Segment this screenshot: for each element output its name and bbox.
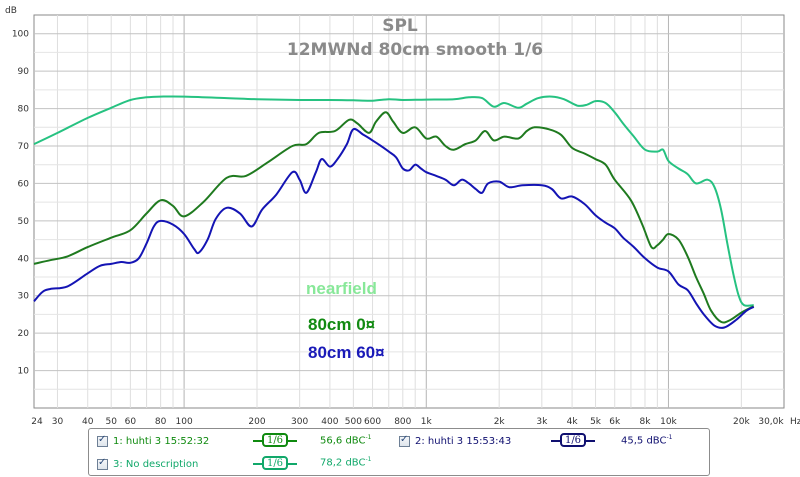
x-tick-label: 200 (248, 417, 265, 427)
x-tick-label: 300 (291, 417, 308, 427)
y-tick-label: 90 (18, 67, 30, 77)
legend-smoothing-2[interactable]: 1/6 (560, 433, 586, 447)
legend-average-2: 45,5 dBC-1 (621, 434, 673, 447)
x-tick-label: 800 (394, 417, 411, 427)
legend-checkbox-2[interactable] (399, 434, 410, 447)
chart-subtitle: 12MWNd 80cm smooth 1/6 (287, 40, 543, 60)
legend-average-1: 56,6 dBC-1 (320, 434, 372, 447)
x-tick-label: 10k (660, 417, 677, 427)
y-tick-label: 80 (18, 105, 30, 115)
grid (34, 15, 784, 408)
x-tick-label: 1k (421, 417, 433, 427)
chart-title: SPL (382, 16, 418, 36)
y-axis-label: dB (5, 6, 17, 16)
y-tick-label: 70 (18, 142, 30, 152)
y-tick-label: 30 (18, 292, 30, 302)
y-tick-label: 60 (18, 179, 30, 189)
x-tick-label: 24 (31, 417, 43, 427)
x-axis-label: Hz (790, 417, 800, 427)
x-tick-label: 80 (155, 417, 167, 427)
annotation-80cm-0: 80cm 0¤ (308, 315, 375, 334)
x-tick-label: 3k (536, 417, 548, 427)
x-tick-label: 400 (321, 417, 338, 427)
y-tick-label: 20 (18, 329, 30, 339)
series-line-1 (33, 95, 754, 307)
y-tick-label: 50 (18, 217, 30, 227)
legend-average-3: 78,2 dBC-1 (320, 456, 372, 469)
plot-frame (33, 14, 785, 409)
x-tick-label: 2k (494, 417, 506, 427)
legend-checkbox-1[interactable] (97, 434, 108, 447)
y-tick-label: 10 (18, 367, 30, 377)
legend-label-1: 1: huhti 3 15:52:32 (113, 435, 210, 447)
x-tick-label: 600 (364, 417, 381, 427)
y-axis: 10 20 30 40 50 60 70 80 90 100 (12, 30, 29, 377)
legend-smoothing-3[interactable]: 1/6 (262, 456, 288, 470)
x-tick-label: 20k (733, 417, 750, 427)
legend-smoothing-1[interactable]: 1/6 (262, 433, 288, 447)
x-tick-label: 60 (125, 417, 137, 427)
x-tick-label: 30 (52, 417, 64, 427)
legend-entry-1[interactable]: 1: huhti 3 15:52:32 (97, 433, 209, 449)
legend-label-3: 3: No description (113, 458, 199, 470)
x-tick-label: 500 (345, 417, 362, 427)
legend-entry-3[interactable]: 3: No description (97, 456, 198, 472)
x-tick-label: 40 (82, 417, 94, 427)
y-tick-label: 40 (18, 254, 30, 264)
series-line-3 (33, 127, 755, 329)
legend-checkbox-3[interactable] (97, 457, 108, 470)
x-tick-label: 6k (609, 417, 621, 427)
x-tick-label: 30,0k (758, 417, 784, 427)
x-tick-label: 5k (590, 417, 602, 427)
x-tick-label: 50 (105, 417, 117, 427)
x-tick-label: 100 (176, 417, 193, 427)
series-lines (33, 95, 755, 329)
legend-entry-2[interactable]: 2: huhti 3 15:53:43 (399, 433, 511, 449)
annotation-nearfield: nearfield (306, 279, 377, 298)
spl-chart: 10 20 30 40 50 60 70 80 90 100 24 30 40 50 60 80 100 200… (5, 6, 800, 427)
x-axis: 24 30 40 50 60 80 100 200 300 400 500 600 800 1k 2k 3k 4… (31, 417, 784, 427)
annotation-80cm-60: 80cm 60¤ (308, 343, 385, 362)
x-tick-label: 4k (567, 417, 579, 427)
series-line-2 (33, 111, 755, 324)
legend-label-2: 2: huhti 3 15:53:43 (415, 435, 512, 447)
y-tick-label: 100 (12, 30, 29, 40)
x-tick-label: 8k (640, 417, 652, 427)
legend: 1: huhti 3 15:52:32 1/6 56,6 dBC-1 2: hu… (88, 428, 710, 476)
